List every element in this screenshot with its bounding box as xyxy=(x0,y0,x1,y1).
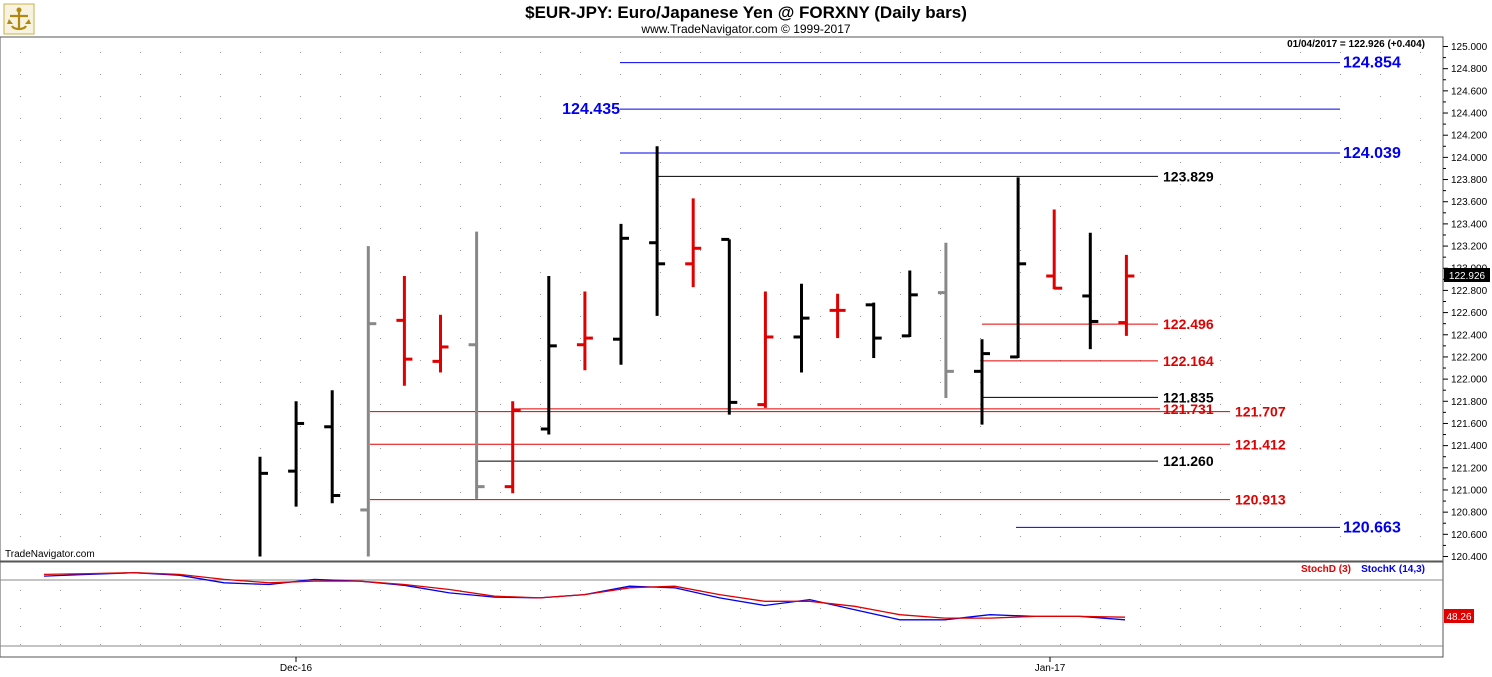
ohlc-bar xyxy=(974,339,990,425)
ohlc-bar xyxy=(288,401,305,507)
ohlc-bar xyxy=(721,237,738,415)
ohlc-bar xyxy=(396,276,413,386)
ohlc-bar xyxy=(360,246,377,557)
x-tick-label: Jan-17 xyxy=(1035,663,1066,674)
grid-dots xyxy=(20,52,1421,537)
y-tick-label: 122.000 xyxy=(1451,375,1488,386)
ohlc-bar xyxy=(865,302,882,359)
y-tick-label: 121.800 xyxy=(1451,397,1488,408)
stochd-legend: StochD (3) xyxy=(1301,564,1351,575)
price-level-label: 121.835 xyxy=(1163,389,1214,405)
price-level-label: 124.854 xyxy=(1343,55,1401,72)
ohlc-bar xyxy=(540,276,557,435)
y-tick-label: 121.400 xyxy=(1451,441,1488,452)
y-tick-label: 124.800 xyxy=(1451,64,1488,75)
ohlc-bar xyxy=(576,291,593,371)
y-axis-ticks: 125.000 124.800 124.600 124.400 124.200 124.0… xyxy=(1443,42,1488,563)
ohlc-bar xyxy=(468,231,485,499)
ohlc-bars xyxy=(258,146,1135,557)
y-tick-label: 124.000 xyxy=(1451,153,1488,164)
stoch-last-label: 48.26 xyxy=(1446,612,1471,623)
ohlc-bar xyxy=(937,242,954,398)
stochastic-panel xyxy=(0,561,1444,658)
dotted-grid xyxy=(20,52,1421,645)
ohlc-bar xyxy=(757,291,774,408)
x-axis-labels: Dec-16 Jan-17 xyxy=(280,657,1066,674)
ohlc-bar xyxy=(829,293,846,339)
y-tick-label: 120.400 xyxy=(1451,552,1488,563)
x-tick-label: Dec-16 xyxy=(280,663,313,674)
price-levels: 124.854 124.435 124.039 123.829 122.496 122.1… xyxy=(370,55,1401,536)
y-tick-label: 121.000 xyxy=(1451,485,1488,496)
tradenavigator-logo-icon xyxy=(3,3,35,35)
last-value-readout: 01/04/2017 = 122.926 (+0.404) xyxy=(1287,39,1425,50)
y-tick-label: 124.400 xyxy=(1451,109,1488,120)
stochastic-lines xyxy=(43,572,1126,621)
price-level-label: 120.663 xyxy=(1343,519,1401,536)
ohlc-bar xyxy=(1082,232,1099,350)
chart-title: $EUR-JPY: Euro/Japanese Yen @ FORXNY (Da… xyxy=(525,3,967,22)
y-tick-label: 123.200 xyxy=(1451,242,1488,253)
y-tick-label: 123.600 xyxy=(1451,197,1488,208)
stoch-last-flag xyxy=(1444,609,1474,623)
price-level-label: 124.039 xyxy=(1343,145,1401,162)
ohlc-bar xyxy=(793,283,810,373)
ohlc-bar xyxy=(901,270,918,338)
price-level-label: 123.829 xyxy=(1163,168,1214,184)
price-panel xyxy=(0,36,1444,562)
y-tick-label: 122.600 xyxy=(1451,308,1488,319)
price-level-label: 121.707 xyxy=(1235,404,1286,420)
chart-subtitle: www.TradeNavigator.com © 1999-2017 xyxy=(640,22,850,36)
y-tick-label: 121.600 xyxy=(1451,419,1488,430)
y-tick-label: 123.800 xyxy=(1451,175,1488,186)
y-tick-label: 124.600 xyxy=(1451,86,1488,97)
price-level-label: 121.412 xyxy=(1235,436,1286,452)
ohlc-bar xyxy=(1046,209,1063,290)
y-tick-label: 122.400 xyxy=(1451,330,1488,341)
ohlc-bar xyxy=(649,146,666,316)
ohlc-bar xyxy=(685,198,702,288)
price-level-label: 121.260 xyxy=(1163,453,1214,469)
ohlc-bar xyxy=(504,401,521,494)
price-level-label: 120.913 xyxy=(1235,492,1286,508)
ohlc-bar xyxy=(1118,254,1135,336)
last-price-label: 122.926 xyxy=(1449,271,1486,282)
y-tick-label: 120.800 xyxy=(1451,508,1488,519)
y-tick-label: 121.200 xyxy=(1451,463,1488,474)
price-level-label: 122.164 xyxy=(1163,353,1214,369)
ohlc-bar xyxy=(432,314,449,373)
y-tick-label: 124.200 xyxy=(1451,131,1488,142)
ohlc-bar xyxy=(1010,177,1027,359)
y-tick-label: 122.800 xyxy=(1451,286,1488,297)
price-level-label: 122.496 xyxy=(1163,316,1214,332)
ohlc-bar xyxy=(613,223,629,365)
y-tick-label: 125.000 xyxy=(1451,42,1488,53)
y-tick-label: 120.600 xyxy=(1451,530,1488,541)
stochk-legend: StochK (14,3) xyxy=(1361,564,1425,575)
ohlc-bar xyxy=(324,390,341,504)
y-tick-label: 123.400 xyxy=(1451,219,1488,230)
price-level-label: 121.731 xyxy=(1163,401,1214,417)
y-tick-label: 122.200 xyxy=(1451,352,1488,363)
last-price-flag xyxy=(1444,268,1490,282)
ohlc-bar xyxy=(258,456,268,557)
watermark: TradeNavigator.com xyxy=(5,549,95,560)
stoch-line xyxy=(43,572,1126,619)
price-level-label: 124.435 xyxy=(562,101,620,118)
